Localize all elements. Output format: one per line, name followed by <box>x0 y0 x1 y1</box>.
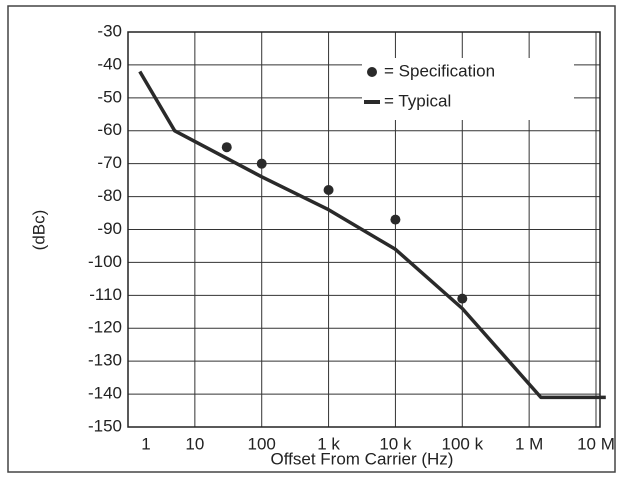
y-tick-label: -120 <box>88 318 122 337</box>
legend-label: = Specification <box>384 61 495 80</box>
x-tick-label: 100 k <box>441 434 483 453</box>
y-tick-label: -30 <box>97 21 122 40</box>
y-tick-label: -140 <box>88 384 122 403</box>
x-tick-label: 1 k <box>317 434 340 453</box>
y-axis-label: (dBc) <box>29 210 48 251</box>
y-tick-label: -50 <box>97 87 122 106</box>
x-tick-label: 10 <box>185 434 204 453</box>
typical-line <box>138 70 606 400</box>
y-tick-label: -80 <box>97 186 122 205</box>
legend-marker <box>367 67 377 77</box>
outer-frame <box>7 5 616 473</box>
y-tick-label: -100 <box>88 252 122 271</box>
legend-label: = Typical <box>384 91 451 110</box>
x-tick-label: 10 M <box>577 434 615 453</box>
y-tick-label: -130 <box>88 351 122 370</box>
x-tick-label: 1 <box>141 434 150 453</box>
y-tick-label: -60 <box>97 120 122 139</box>
y-tick-label: -70 <box>97 153 122 172</box>
y-tick-label: -90 <box>97 219 122 238</box>
y-tick-label: -40 <box>97 54 122 73</box>
x-tick-label: 100 <box>248 434 276 453</box>
y-tick-label: -110 <box>89 285 122 304</box>
legend-box <box>362 58 574 120</box>
x-axis-label: Offset From Carrier (Hz) <box>271 449 454 468</box>
spec-point <box>221 142 232 153</box>
spec-point <box>323 185 334 195</box>
plot-frame <box>127 31 601 428</box>
x-tick-label: 10 k <box>379 434 412 453</box>
spec-point <box>457 293 468 304</box>
spec-point <box>256 158 267 169</box>
x-tick-label: 1 M <box>515 434 543 453</box>
spec-point <box>390 214 401 225</box>
y-tick-label: -150 <box>88 416 122 435</box>
